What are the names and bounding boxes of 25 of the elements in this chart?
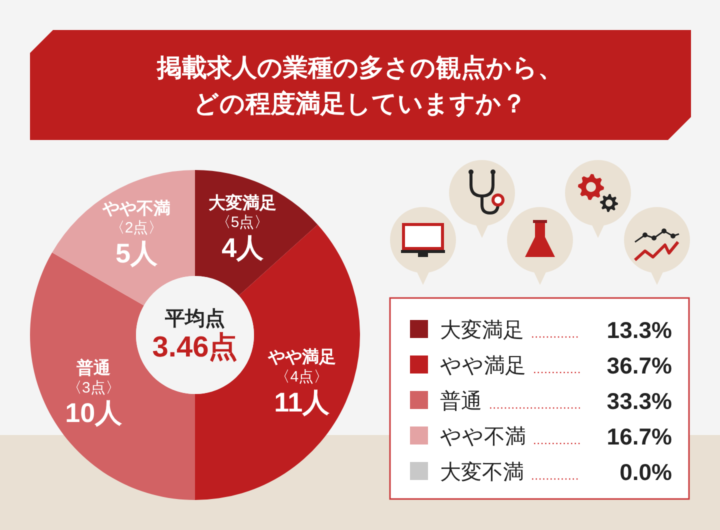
slice-label: やや不満 bbox=[102, 198, 170, 218]
legend-label: やや不満 bbox=[440, 426, 526, 448]
slice-label: やや満足 bbox=[266, 348, 336, 367]
text: 36.7% bbox=[606, 352, 672, 378]
text: 0.0% bbox=[620, 459, 672, 485]
text: 〈4点〉 bbox=[275, 368, 329, 386]
text: 33.3% bbox=[606, 388, 672, 414]
data-label: 4人 bbox=[222, 232, 265, 263]
data-label: 5人 bbox=[115, 238, 158, 268]
data-label: 11人 bbox=[274, 387, 331, 418]
legend-label: 大変不満 bbox=[440, 461, 524, 484]
chart-title: 掲載求人の業種の多さの観点から、どの程度満足していますか？ bbox=[156, 54, 563, 118]
slice-label: 大変満足 bbox=[208, 193, 277, 212]
text: 3.46点 bbox=[152, 332, 238, 364]
legend-label: 大変満足 bbox=[440, 319, 524, 342]
slice-label: 普通 bbox=[76, 358, 111, 378]
text: 〈2点〉 bbox=[110, 220, 164, 237]
legend-label: 普通 bbox=[440, 389, 482, 413]
text: 16.7% bbox=[606, 424, 672, 450]
text: 〈3点〉 bbox=[67, 380, 120, 396]
data-label: 10人 bbox=[65, 398, 124, 428]
legend-label: やや満足 bbox=[440, 354, 526, 378]
text: 〈5点〉 bbox=[216, 214, 270, 232]
text: 平均点 bbox=[164, 308, 225, 330]
text: 13.3% bbox=[606, 317, 672, 343]
